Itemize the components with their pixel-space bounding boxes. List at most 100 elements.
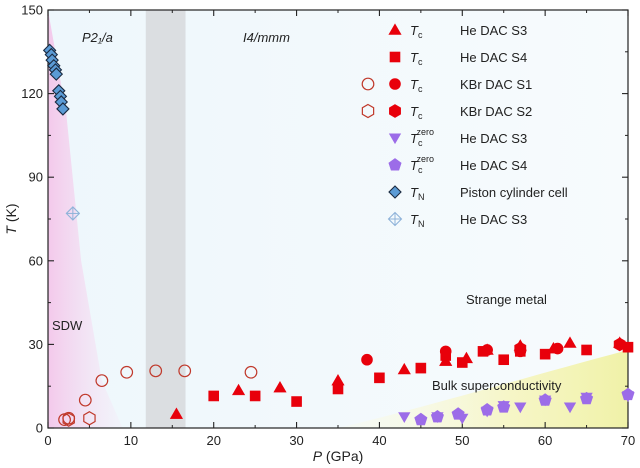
legend-label-7: He DAC S3: [460, 212, 527, 227]
legend-label-0: He DAC S3: [460, 23, 527, 38]
legend-symbol-2: Tc: [410, 77, 423, 94]
transition-band: [145, 10, 186, 428]
legend: Tc He DAC S3 Tc He DAC S4 Tc KBr DAC S1 Tc KBr …: [361, 23, 568, 229]
point-series5-1: [83, 411, 96, 426]
point-series0-0: [169, 407, 184, 419]
point-series1-11: [539, 348, 551, 360]
point-series7-4: [497, 400, 511, 413]
x-tick-label: 20: [206, 433, 220, 448]
point-series4-3: [95, 374, 109, 388]
bulk-superconductivity-label: Bulk superconductivity: [432, 378, 562, 393]
sdw-label: SDW: [52, 318, 83, 333]
strange-metal-label: Strange metal: [466, 292, 547, 307]
x-tick-label: 70: [621, 433, 635, 448]
point-series9-0: [65, 206, 81, 221]
legend-label-5: He DAC S4: [460, 158, 527, 173]
legend-symbol-1: Tc: [410, 50, 423, 67]
point-series4-5: [149, 364, 163, 378]
point-series7-3: [480, 403, 494, 416]
x-axis-label: P (GPa): [313, 448, 364, 464]
x-tick-label: 30: [289, 433, 303, 448]
point-series7-5: [538, 393, 552, 406]
legend-symbol-6: TN: [410, 185, 424, 202]
superconducting-region: [338, 349, 628, 428]
point-series4-2: [78, 393, 92, 407]
point-series7-0: [414, 412, 428, 426]
legend-marker-3: [389, 104, 401, 118]
legend-symbol-3: Tc: [410, 104, 423, 121]
y-axis-label: T (K): [3, 203, 19, 234]
legend-open-hexagon: [361, 103, 375, 119]
point-series7-7: [621, 387, 635, 401]
point-series6-7: [563, 402, 577, 414]
x-tick-label: 10: [124, 433, 138, 448]
point-series8-9: [56, 102, 70, 116]
point-series1-12: [581, 344, 592, 356]
point-series0-5: [439, 354, 453, 366]
point-series2-0: [361, 353, 373, 366]
phase-label-right: I4/mmm: [243, 30, 290, 45]
x-tick-label: 50: [455, 433, 469, 448]
x-tick-label: 60: [538, 433, 552, 448]
point-series4-4: [120, 365, 134, 379]
axes: 0 10 20 30 40 50 60 70 0 30 60 90 120 150 P (GPa) T (K): [3, 3, 635, 465]
y-tick-label: 30: [29, 337, 43, 352]
y-tick-label: 120: [21, 86, 43, 101]
legend-marker-5: [388, 158, 402, 171]
point-series2-1: [439, 345, 452, 358]
legend-label-2: KBr DAC S1: [460, 77, 532, 92]
point-series4-7: [244, 365, 258, 379]
point-series1-0: [208, 390, 220, 402]
legend-marker-7: [387, 211, 403, 227]
point-series8-5: [49, 67, 64, 81]
point-series0-4: [397, 362, 411, 375]
legend-open-circle: [361, 77, 375, 91]
point-series1-4: [374, 372, 385, 384]
x-tick-label: 0: [44, 433, 51, 448]
point-series4-6: [178, 364, 192, 378]
point-series6-0: [398, 412, 411, 423]
phase-label-left: P2₁/a: [82, 30, 113, 45]
point-series7-1: [430, 409, 444, 423]
legend-marker-4: [388, 133, 402, 145]
legend-symbol-5: Tczero: [410, 154, 434, 175]
point-series0-10: [563, 336, 577, 348]
data-points: [42, 43, 635, 427]
legend-marker-6: [388, 185, 402, 199]
point-series2-4: [551, 342, 564, 355]
point-series2-2: [481, 344, 493, 356]
region-labels: P2₁/a I4/mmm SDW Strange metal Bulk supercon…: [52, 30, 562, 393]
phase-regions: [48, 10, 628, 428]
legend-label-1: He DAC S4: [460, 50, 527, 65]
y-tick-label: 0: [36, 421, 43, 436]
x-tick-label: 40: [372, 433, 386, 448]
legend-marker-0: [388, 23, 402, 35]
point-series0-6: [459, 351, 474, 364]
y-tick-label: 60: [29, 253, 43, 268]
point-series1-5: [415, 362, 427, 374]
point-series7-6: [580, 391, 594, 405]
point-series3-1: [613, 337, 626, 352]
legend-label-6: Piston cylinder cell: [460, 185, 568, 200]
legend-symbol-4: Tczero: [410, 127, 434, 148]
legend-symbol-7: TN: [410, 212, 424, 229]
point-series1-1: [249, 390, 261, 402]
sdw-region: [48, 10, 123, 428]
point-series1-3: [332, 383, 344, 395]
point-series7-2: [451, 407, 465, 420]
point-series0-1: [231, 383, 246, 396]
point-series5-0: [62, 412, 75, 427]
legend-marker-2: [389, 78, 401, 90]
y-tick-label: 90: [29, 170, 43, 185]
point-series1-9: [498, 354, 510, 366]
legend-marker-1: [389, 51, 401, 63]
metallic-background: [48, 10, 628, 428]
y-tick-label: 150: [21, 3, 43, 18]
point-series3-0: [514, 341, 527, 356]
legend-label-4: He DAC S3: [460, 131, 527, 146]
legend-symbol-0: Tc: [410, 23, 423, 40]
point-series6-5: [514, 402, 527, 414]
point-series0-2: [273, 380, 287, 393]
legend-label-3: KBr DAC S2: [460, 104, 532, 119]
